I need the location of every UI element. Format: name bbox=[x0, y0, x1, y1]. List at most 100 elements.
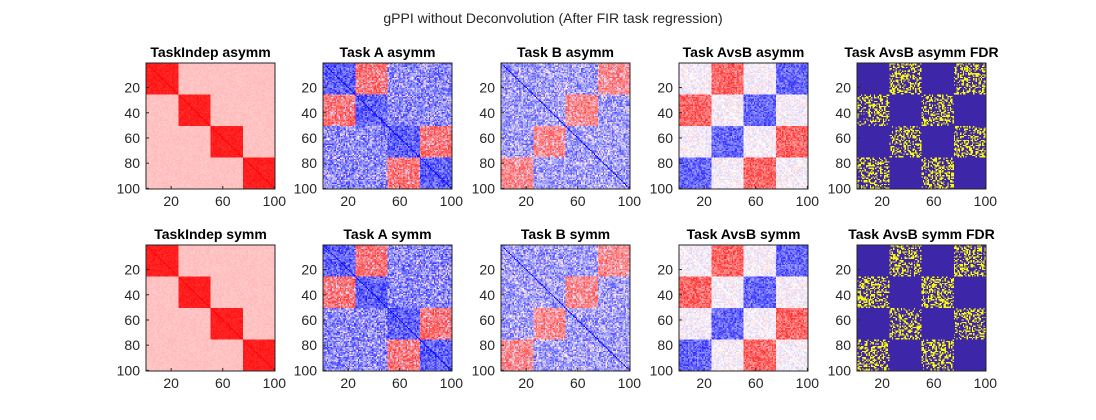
x-tick-label: 60 bbox=[215, 375, 231, 391]
heatmap-image bbox=[679, 245, 808, 371]
y-tick-label: 40 bbox=[835, 105, 851, 121]
y-tick-label: 100 bbox=[294, 362, 318, 378]
y-tick-label: 40 bbox=[301, 287, 317, 303]
x-tick-label: 20 bbox=[518, 375, 534, 391]
y-tick-label: 100 bbox=[472, 180, 496, 196]
y-tick-label: 40 bbox=[835, 287, 851, 303]
y-tick-label: 20 bbox=[124, 262, 140, 278]
axes-box bbox=[500, 244, 631, 372]
panel-title: Task AvsB asymm FDR bbox=[844, 44, 998, 60]
panel-title: Task B asymm bbox=[517, 44, 614, 60]
y-tick-label: 100 bbox=[294, 180, 318, 196]
y-tick-label: 80 bbox=[124, 155, 140, 171]
figure-suptitle: gPPI without Deconvolution (After FIR ta… bbox=[383, 10, 722, 26]
y-tick-label: 40 bbox=[479, 105, 495, 121]
y-tick-label: 80 bbox=[835, 337, 851, 353]
axes-box bbox=[856, 62, 987, 190]
x-tick-label: 20 bbox=[696, 193, 712, 209]
y-tick-label: 100 bbox=[117, 180, 141, 196]
axes-box bbox=[145, 244, 276, 372]
y-tick-label: 100 bbox=[650, 180, 674, 196]
y-tick-label: 20 bbox=[301, 262, 317, 278]
heatmap-panel: Task B asymm 20 60 100 20 40 60 80 100 bbox=[472, 44, 642, 209]
heatmap-image bbox=[323, 63, 452, 189]
axes-box bbox=[145, 62, 276, 190]
x-tick-label: 100 bbox=[618, 193, 642, 209]
axes-box bbox=[322, 62, 453, 190]
heatmap-panel: Task AvsB asymm FDR 20 60 100 20 40 60 80 100 bbox=[828, 44, 999, 209]
panel-title: Task AvsB symm FDR bbox=[848, 226, 995, 242]
y-tick-label: 80 bbox=[657, 337, 673, 353]
heatmap-image bbox=[679, 63, 808, 189]
y-tick-label: 40 bbox=[301, 105, 317, 121]
x-tick-label: 20 bbox=[340, 375, 356, 391]
x-tick-label: 60 bbox=[570, 193, 586, 209]
y-tick-label: 80 bbox=[657, 155, 673, 171]
x-tick-label: 100 bbox=[796, 375, 820, 391]
x-tick-label: 60 bbox=[570, 375, 586, 391]
heatmap-image bbox=[146, 63, 275, 189]
heatmap-panel: TaskIndep symm 20 60 100 20 40 60 80 100 bbox=[117, 226, 287, 391]
y-tick-label: 20 bbox=[657, 80, 673, 96]
x-tick-label: 100 bbox=[440, 193, 464, 209]
heatmap-panel: Task B symm 20 60 100 20 40 60 80 100 bbox=[472, 226, 642, 391]
x-tick-label: 60 bbox=[392, 375, 408, 391]
x-tick-label: 20 bbox=[340, 193, 356, 209]
y-tick-label: 20 bbox=[124, 80, 140, 96]
y-tick-label: 80 bbox=[301, 337, 317, 353]
y-tick-label: 100 bbox=[828, 362, 852, 378]
x-tick-label: 100 bbox=[974, 193, 998, 209]
x-tick-label: 100 bbox=[796, 193, 820, 209]
y-tick-label: 60 bbox=[479, 312, 495, 328]
heatmap-image bbox=[501, 245, 630, 371]
y-tick-label: 40 bbox=[657, 287, 673, 303]
axes-box bbox=[678, 244, 809, 372]
axes-box bbox=[678, 62, 809, 190]
x-tick-label: 100 bbox=[618, 375, 642, 391]
x-tick-label: 60 bbox=[748, 193, 764, 209]
x-tick-label: 60 bbox=[926, 193, 942, 209]
y-tick-label: 60 bbox=[657, 130, 673, 146]
y-tick-label: 20 bbox=[479, 262, 495, 278]
x-tick-label: 100 bbox=[263, 375, 287, 391]
y-tick-label: 60 bbox=[301, 130, 317, 146]
panel-title: Task AvsB symm bbox=[687, 226, 801, 242]
heatmap-image bbox=[857, 245, 986, 371]
x-tick-label: 20 bbox=[696, 375, 712, 391]
y-tick-label: 60 bbox=[835, 312, 851, 328]
panel-title: Task A asymm bbox=[340, 44, 436, 60]
heatmap-panel: Task AvsB asymm 20 60 100 20 40 60 80 100 bbox=[650, 44, 820, 209]
panel-title: Task A symm bbox=[343, 226, 431, 242]
heatmap-image bbox=[146, 245, 275, 371]
y-tick-label: 80 bbox=[301, 155, 317, 171]
heatmap-panel: Task A asymm 20 60 100 20 40 60 80 100 bbox=[294, 44, 464, 209]
heatmap-panel: Task A symm 20 60 100 20 40 60 80 100 bbox=[294, 226, 464, 391]
y-tick-label: 80 bbox=[479, 337, 495, 353]
x-tick-label: 60 bbox=[392, 193, 408, 209]
y-tick-label: 100 bbox=[650, 362, 674, 378]
x-tick-label: 60 bbox=[215, 193, 231, 209]
axes-box bbox=[322, 244, 453, 372]
y-tick-label: 60 bbox=[124, 312, 140, 328]
y-tick-label: 40 bbox=[479, 287, 495, 303]
x-tick-label: 60 bbox=[748, 375, 764, 391]
heatmap-image bbox=[857, 63, 986, 189]
panel-title: Task B symm bbox=[521, 226, 610, 242]
axes-box bbox=[856, 244, 987, 372]
x-tick-label: 20 bbox=[163, 375, 179, 391]
x-tick-label: 20 bbox=[874, 375, 890, 391]
y-tick-label: 80 bbox=[124, 337, 140, 353]
x-tick-label: 20 bbox=[518, 193, 534, 209]
heatmap-image bbox=[501, 63, 630, 189]
y-tick-label: 20 bbox=[835, 80, 851, 96]
heatmap-panel: Task AvsB symm 20 60 100 20 40 60 80 100 bbox=[650, 226, 820, 391]
y-tick-label: 80 bbox=[835, 155, 851, 171]
y-tick-label: 60 bbox=[124, 130, 140, 146]
y-tick-label: 20 bbox=[835, 262, 851, 278]
y-tick-label: 40 bbox=[124, 105, 140, 121]
y-tick-label: 60 bbox=[657, 312, 673, 328]
y-tick-label: 40 bbox=[657, 105, 673, 121]
